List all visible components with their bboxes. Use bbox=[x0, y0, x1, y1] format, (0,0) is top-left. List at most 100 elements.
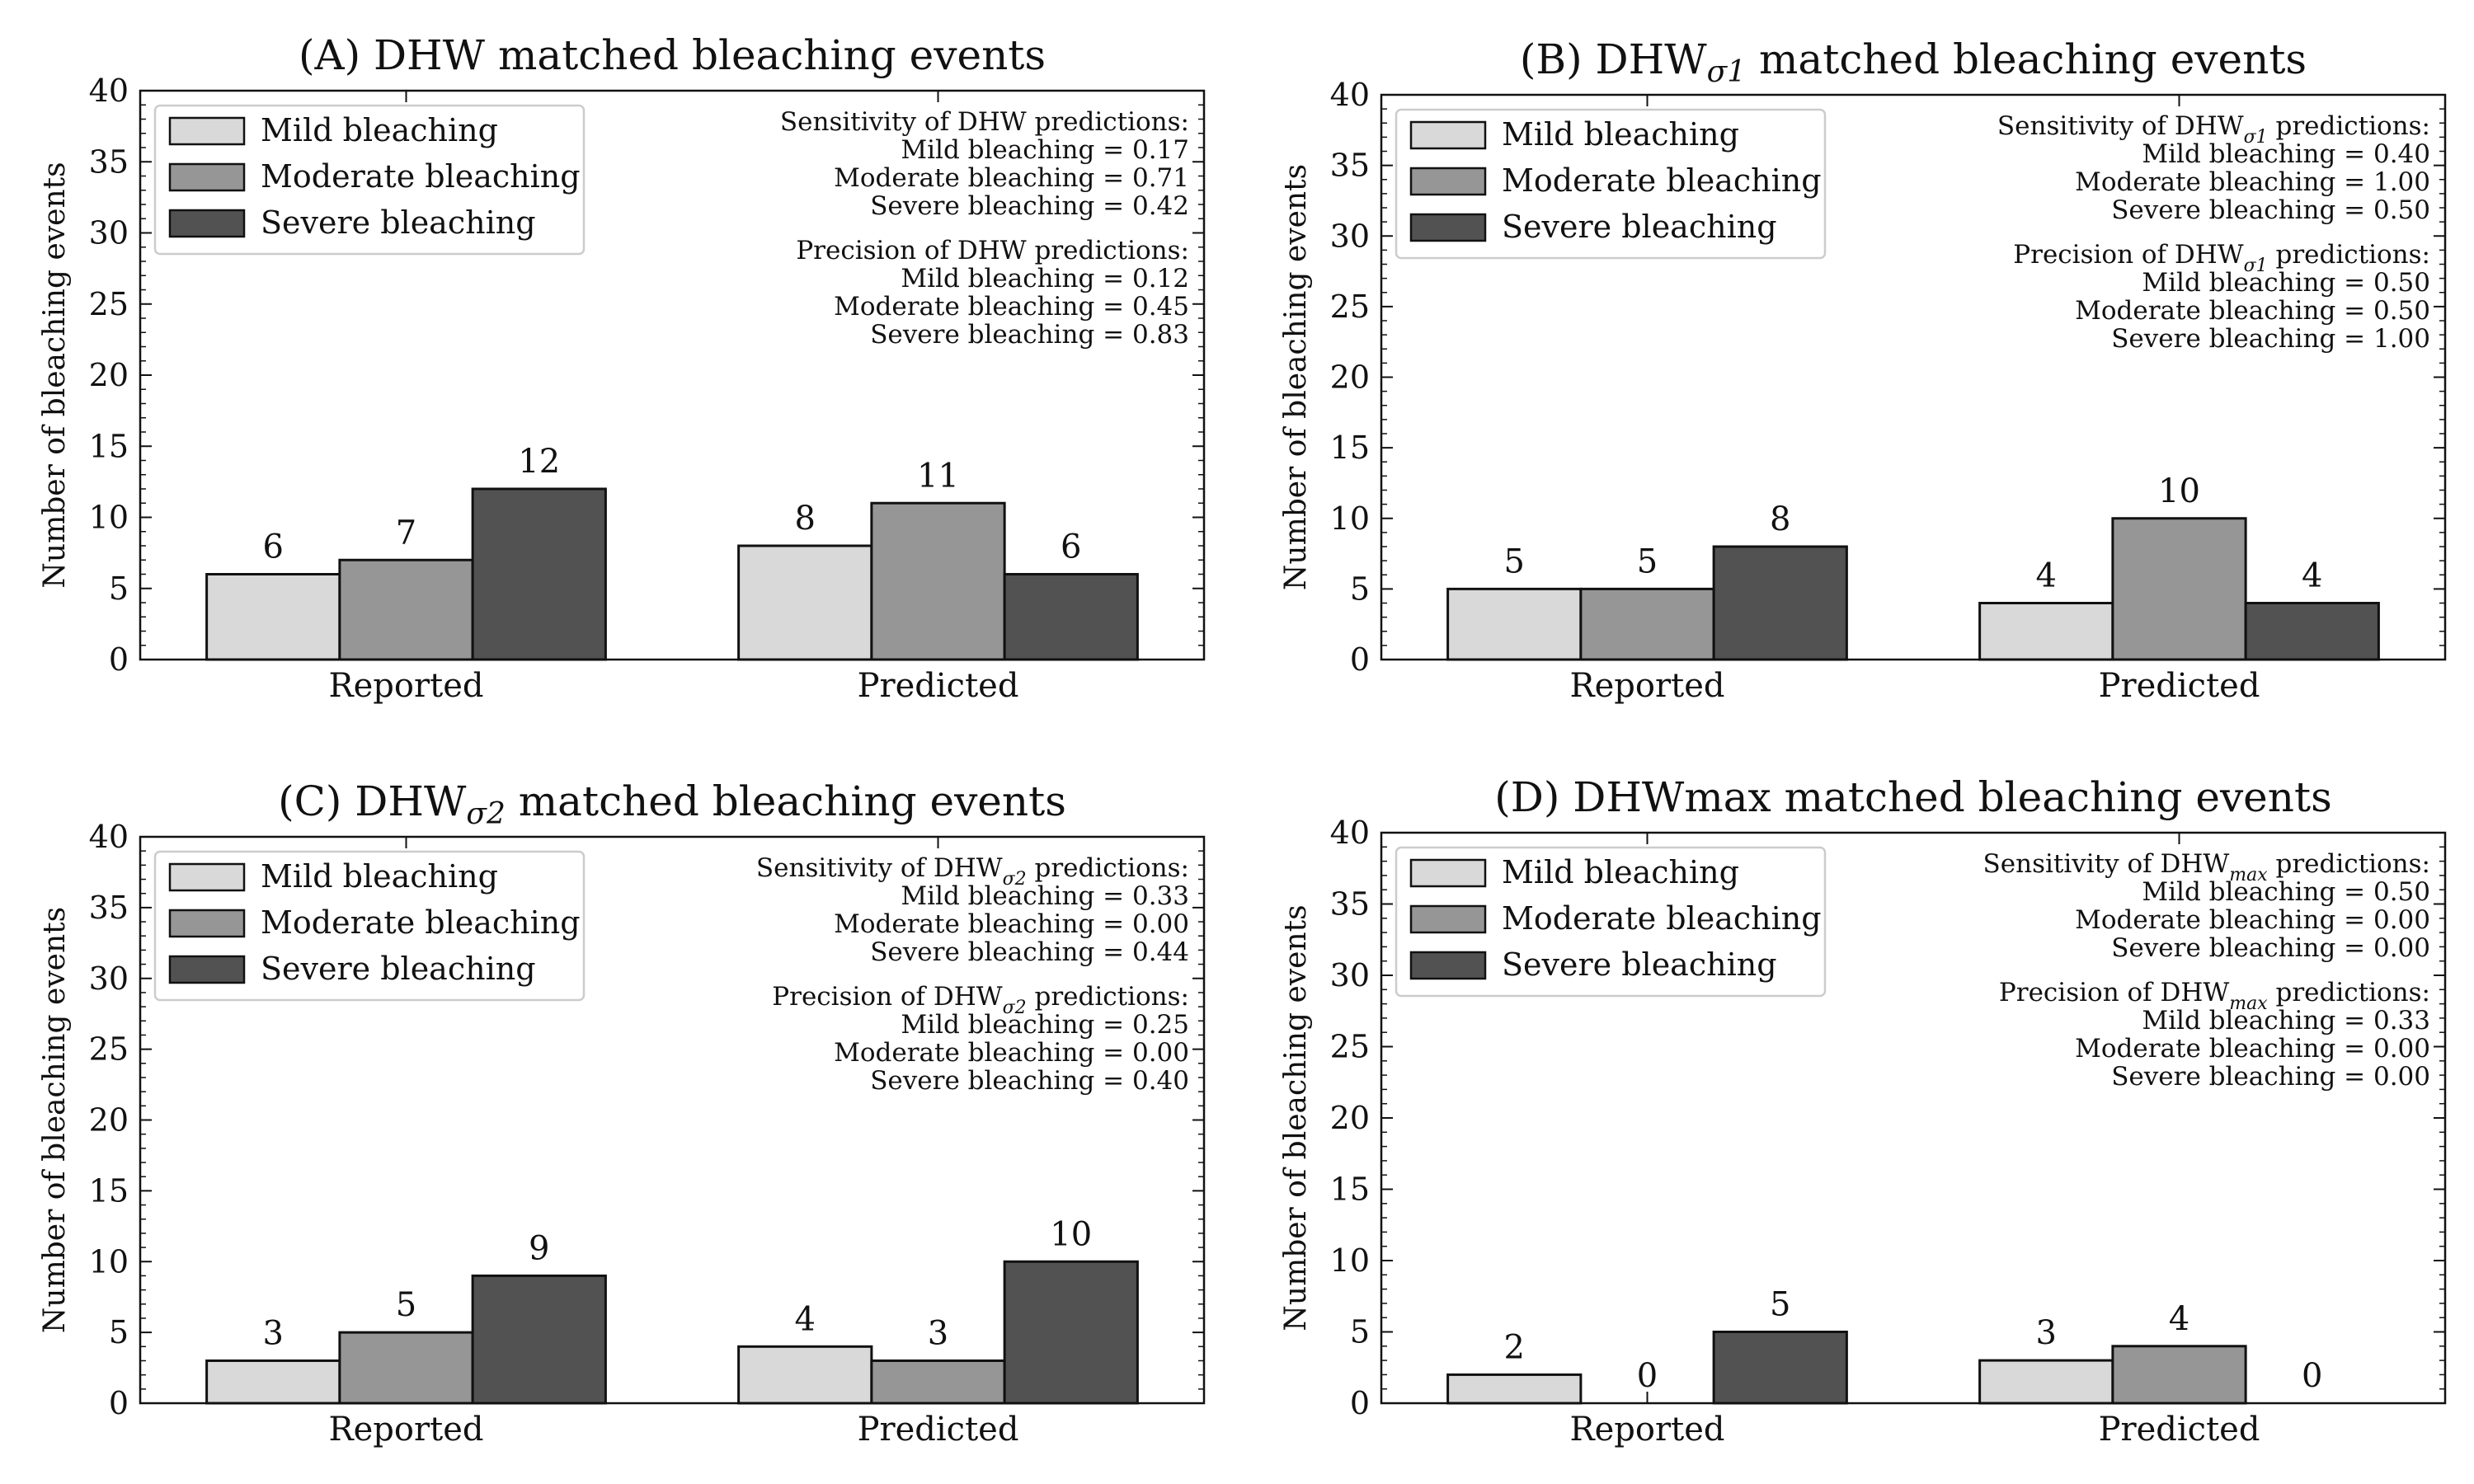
x-category-label: Predicted bbox=[2099, 1411, 2260, 1449]
precision-title: Precision of DHWmax predictions: bbox=[1999, 978, 2430, 1014]
y-tick-label: 10 bbox=[1330, 1242, 1370, 1279]
x-category-label: Predicted bbox=[858, 1411, 1019, 1449]
chart-title: (A) DHW matched bleaching events bbox=[299, 31, 1046, 79]
y-tick-label: 0 bbox=[109, 1385, 129, 1421]
bar bbox=[870, 501, 1006, 661]
bar bbox=[1003, 573, 1139, 661]
y-tick-label: 40 bbox=[1330, 815, 1370, 851]
legend-label: Mild bleaching bbox=[261, 112, 498, 148]
legend-swatch bbox=[1409, 120, 1487, 150]
bar-value-label: 5 bbox=[1770, 1286, 1790, 1324]
precision-line: Severe bleaching = 1.00 bbox=[2111, 324, 2430, 354]
legend-box bbox=[153, 850, 586, 1002]
bar bbox=[471, 1274, 607, 1405]
y-tick-label: 15 bbox=[89, 1172, 129, 1209]
bar-value-label: 0 bbox=[1637, 1357, 1658, 1395]
bar-value-label: 4 bbox=[2169, 1300, 2189, 1338]
sensitivity-line: Mild bleaching = 0.33 bbox=[901, 881, 1189, 911]
sensitivity-line: Mild bleaching = 0.17 bbox=[901, 135, 1189, 165]
legend-box bbox=[1395, 846, 1827, 998]
y-tick-label: 10 bbox=[1330, 500, 1370, 537]
precision-title: Precision of DHW predictions: bbox=[796, 236, 1189, 265]
y-tick-label: 20 bbox=[89, 1102, 129, 1139]
legend-swatch bbox=[1409, 904, 1487, 934]
sensitivity-line: Severe bleaching = 0.00 bbox=[2111, 933, 2430, 963]
y-tick-label: 40 bbox=[89, 819, 129, 855]
x-category-label: Predicted bbox=[858, 667, 1019, 705]
bar-value-label: 4 bbox=[2036, 557, 2057, 595]
sensitivity-line: Severe bleaching = 0.42 bbox=[870, 191, 1189, 221]
x-category-label: Predicted bbox=[2099, 667, 2260, 705]
chart-title: (B) DHWσ1 matched bleaching events bbox=[1520, 35, 2307, 89]
bar bbox=[1978, 602, 2114, 661]
bar-value-label: 10 bbox=[2158, 472, 2200, 510]
x-category-label: Reported bbox=[329, 1411, 484, 1449]
y-tick-label: 25 bbox=[89, 1031, 129, 1068]
y-tick-label: 35 bbox=[89, 890, 129, 926]
bar bbox=[1446, 1373, 1583, 1405]
bar-value-label: 4 bbox=[2302, 557, 2322, 595]
legend-swatch bbox=[168, 909, 246, 938]
sensitivity-line: Mild bleaching = 0.40 bbox=[2142, 139, 2430, 169]
precision-line: Severe bleaching = 0.00 bbox=[2111, 1062, 2430, 1092]
y-tick-label: 35 bbox=[1330, 148, 1370, 184]
sensitivity-title: Sensitivity of DHWmax predictions: bbox=[1983, 849, 2430, 885]
legend-label: Moderate bleaching bbox=[1502, 162, 1822, 199]
chart-panel-1: (A) DHW matched bleaching events 0 5 10 15 20… bbox=[38, 31, 1206, 705]
y-tick-label: 15 bbox=[89, 428, 129, 464]
legend-label: Moderate bleaching bbox=[261, 158, 581, 195]
y-tick-label: 15 bbox=[1330, 430, 1370, 466]
y-axis-label: Number of bleaching events bbox=[1279, 904, 1313, 1331]
y-tick-label: 0 bbox=[109, 641, 129, 678]
y-tick-label: 40 bbox=[1330, 77, 1370, 113]
bar bbox=[2111, 1345, 2247, 1405]
bar bbox=[338, 1331, 474, 1405]
bar bbox=[1003, 1260, 1139, 1405]
bar bbox=[2111, 517, 2247, 661]
y-tick-label: 20 bbox=[1330, 1100, 1370, 1136]
sensitivity-line: Moderate bleaching = 0.71 bbox=[834, 163, 1189, 193]
bar-value-label: 3 bbox=[263, 1314, 284, 1352]
y-tick-label: 5 bbox=[1350, 571, 1370, 607]
y-tick-label: 10 bbox=[89, 500, 129, 536]
precision-title: Precision of DHWσ1 predictions: bbox=[2013, 240, 2430, 276]
precision-line: Moderate bleaching = 0.00 bbox=[834, 1038, 1189, 1068]
sensitivity-line: Severe bleaching = 0.44 bbox=[870, 937, 1189, 967]
bar-value-label: 4 bbox=[795, 1300, 816, 1338]
y-axis-label: Number of bleaching events bbox=[38, 162, 72, 588]
legend-label: Moderate bleaching bbox=[1502, 900, 1822, 937]
y-tick-label: 0 bbox=[1350, 1385, 1370, 1421]
legend-label: Mild bleaching bbox=[1502, 854, 1739, 890]
precision-line: Moderate bleaching = 0.45 bbox=[834, 292, 1189, 322]
bar-value-label: 6 bbox=[263, 528, 284, 566]
precision-line: Mild bleaching = 0.12 bbox=[901, 264, 1189, 294]
bar-value-label: 3 bbox=[2036, 1314, 2057, 1352]
bar bbox=[870, 1359, 1006, 1405]
legend-swatch bbox=[168, 862, 246, 892]
legend: Mild bleaching Moderate bleaching Severe b… bbox=[1395, 846, 1827, 998]
bar-value-label: 5 bbox=[1637, 542, 1658, 580]
bar bbox=[1712, 545, 1848, 661]
y-tick-label: 10 bbox=[89, 1243, 129, 1280]
legend-label: Mild bleaching bbox=[1502, 116, 1739, 153]
chart-panel-2: (B) DHWσ1 matched bleaching events 0 5 10 15… bbox=[1279, 35, 2447, 705]
precision-line: Mild bleaching = 0.33 bbox=[2142, 1006, 2430, 1036]
precision-line: Moderate bleaching = 0.00 bbox=[2075, 1034, 2430, 1064]
y-tick-label: 25 bbox=[1330, 1029, 1370, 1065]
bar bbox=[737, 544, 873, 661]
y-tick-label: 30 bbox=[89, 215, 129, 251]
bar-value-label: 7 bbox=[396, 514, 416, 552]
bar bbox=[471, 487, 607, 661]
y-tick-label: 35 bbox=[89, 143, 129, 180]
legend-swatch bbox=[168, 116, 246, 146]
bar-value-label: 0 bbox=[2302, 1357, 2322, 1395]
precision-line: Severe bleaching = 0.40 bbox=[870, 1066, 1189, 1096]
bar-value-label: 9 bbox=[529, 1229, 549, 1267]
legend-swatch bbox=[168, 209, 246, 238]
y-tick-label: 15 bbox=[1330, 1172, 1370, 1208]
precision-line: Mild bleaching = 0.25 bbox=[901, 1010, 1189, 1040]
bar bbox=[2244, 602, 2380, 661]
y-tick-label: 5 bbox=[109, 1314, 129, 1350]
bar-value-label: 3 bbox=[928, 1314, 948, 1352]
bar bbox=[338, 558, 474, 661]
